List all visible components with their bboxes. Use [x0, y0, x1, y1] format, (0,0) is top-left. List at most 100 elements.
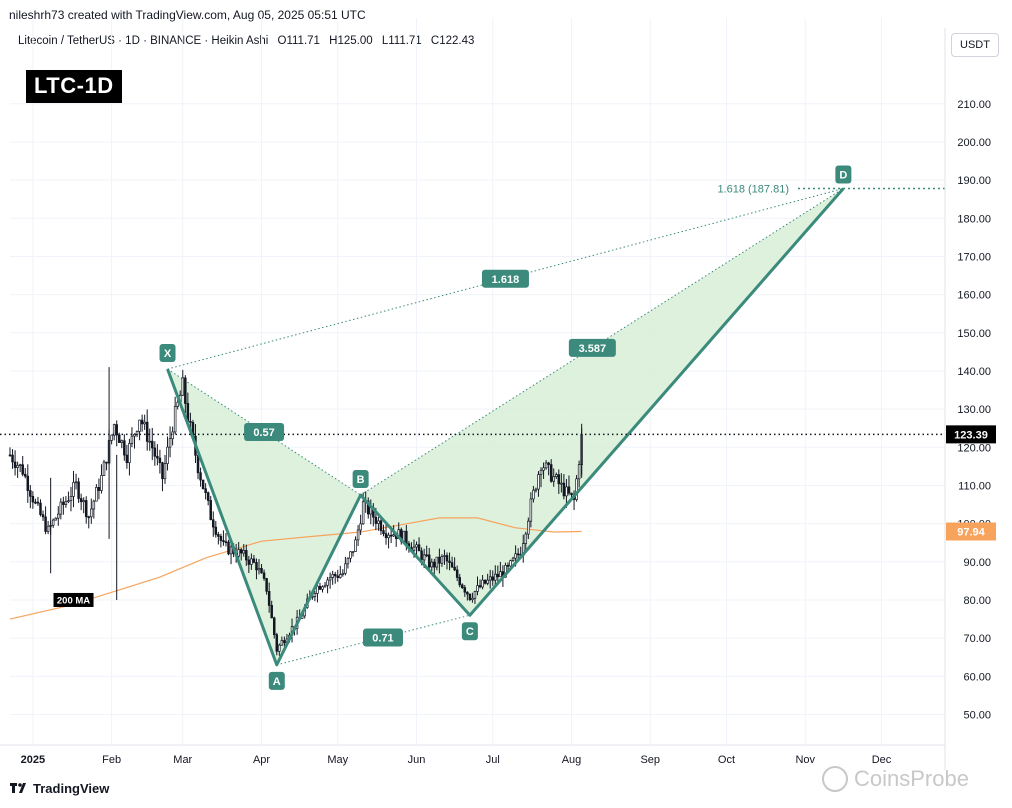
- candle-body: [62, 501, 65, 505]
- candle-body: [206, 492, 210, 501]
- candle-body: [181, 377, 185, 396]
- candle-body: [575, 478, 578, 500]
- candle-body: [158, 457, 162, 464]
- y-tick-label: 130.00: [957, 404, 991, 416]
- candle-body: [125, 454, 129, 464]
- candle-body: [214, 526, 218, 535]
- x-tick-label: Jun: [408, 754, 426, 766]
- candle-body: [389, 534, 393, 537]
- pattern-point-tag: [352, 470, 369, 489]
- candle-body: [491, 576, 494, 581]
- candle-body: [433, 561, 436, 568]
- candle-body: [471, 597, 474, 600]
- candles: [8, 367, 583, 656]
- candle-body: [90, 508, 93, 518]
- watermark-text: CoinsProbe: [854, 766, 969, 791]
- candle-body: [534, 488, 538, 491]
- candle-body: [392, 534, 395, 537]
- candle-body: [455, 569, 459, 578]
- candle-body: [151, 440, 154, 449]
- candle-body: [224, 541, 228, 544]
- candle-body: [217, 534, 220, 537]
- candle-body: [16, 465, 19, 468]
- candle-body: [120, 440, 124, 443]
- pattern-point-label: D: [839, 169, 847, 181]
- candle-body: [267, 591, 271, 606]
- candle-body: [542, 467, 545, 471]
- candle-body: [39, 502, 42, 515]
- x-tick-label: Jul: [486, 754, 500, 766]
- y-tick-label: 120.00: [957, 442, 991, 454]
- candle-body: [11, 454, 14, 463]
- candle-body: [417, 544, 421, 552]
- ratio-label: 0.71: [372, 633, 393, 645]
- pattern-dotted-ac: [276, 614, 471, 666]
- candle-body: [547, 462, 550, 465]
- candle-body: [420, 550, 423, 561]
- candle-body: [128, 443, 131, 464]
- candle-body: [51, 519, 55, 526]
- tradingview-brand: TradingView: [33, 781, 110, 796]
- x-tick-label: Aug: [562, 754, 582, 766]
- moving-average-200: [9, 517, 582, 620]
- candle-body: [69, 496, 73, 502]
- pattern-dotted-bd: [360, 188, 844, 496]
- candle-body: [77, 481, 80, 499]
- pattern-dotted-xd: [167, 188, 844, 370]
- candle-body: [318, 585, 322, 590]
- candle-body: [278, 644, 281, 652]
- ma-name-label: 200 MA: [57, 595, 90, 606]
- candle-body: [351, 551, 355, 553]
- candle-body: [438, 556, 441, 564]
- candle-body: [339, 574, 342, 578]
- ohlc-low: L111.71: [381, 35, 422, 47]
- candle-body: [478, 585, 482, 588]
- candle-body: [333, 573, 337, 577]
- y-tick-label: 170.00: [957, 251, 991, 263]
- ohlc-open: O111.71: [277, 35, 320, 47]
- candle-body: [227, 541, 230, 555]
- candle-body: [275, 634, 279, 652]
- candle-body: [173, 406, 177, 433]
- candle-body: [443, 555, 446, 557]
- ticker-badge: LTC-1D: [26, 70, 122, 103]
- y-tick-label: 160.00: [957, 290, 991, 302]
- candle-body: [466, 591, 469, 595]
- candle-body: [476, 585, 479, 592]
- candle-body: [453, 566, 456, 571]
- candle-body: [168, 438, 172, 448]
- candle-body: [272, 617, 276, 636]
- candle-body: [118, 434, 121, 443]
- candle-body: [138, 419, 141, 432]
- candle-body: [255, 562, 258, 571]
- pattern-point-label: C: [466, 626, 474, 638]
- x-tick-label: Mar: [173, 754, 192, 766]
- candle-body: [21, 464, 24, 475]
- candle-body: [112, 424, 116, 436]
- candle-body: [405, 530, 408, 545]
- currency-selector[interactable]: USDT: [951, 33, 999, 57]
- pattern-triangle-xab: [167, 369, 361, 665]
- candle-body: [374, 516, 378, 524]
- candle-body: [82, 500, 85, 503]
- ratio-label: 3.587: [579, 343, 607, 355]
- candle-body: [252, 558, 256, 563]
- candle-body: [84, 500, 88, 518]
- candle-body: [440, 556, 444, 564]
- candle-body: [445, 555, 449, 562]
- candle-body: [250, 558, 253, 565]
- candle-body: [41, 514, 45, 518]
- candle-body: [64, 501, 68, 505]
- symbol-description[interactable]: Litecoin / TetherUS · 1D · BINANCE · Hei…: [18, 35, 269, 47]
- candle-body: [366, 500, 370, 515]
- candle-body: [422, 554, 426, 561]
- watermark-icon: [822, 766, 848, 792]
- candle-body: [496, 573, 500, 578]
- candle-body: [257, 568, 261, 571]
- candle-body: [481, 579, 484, 588]
- candle-body: [567, 486, 571, 494]
- pattern-point-tag: [159, 344, 176, 363]
- target-level-label: 1.618 (187.81): [717, 183, 789, 195]
- ma-name-tag: [53, 592, 94, 607]
